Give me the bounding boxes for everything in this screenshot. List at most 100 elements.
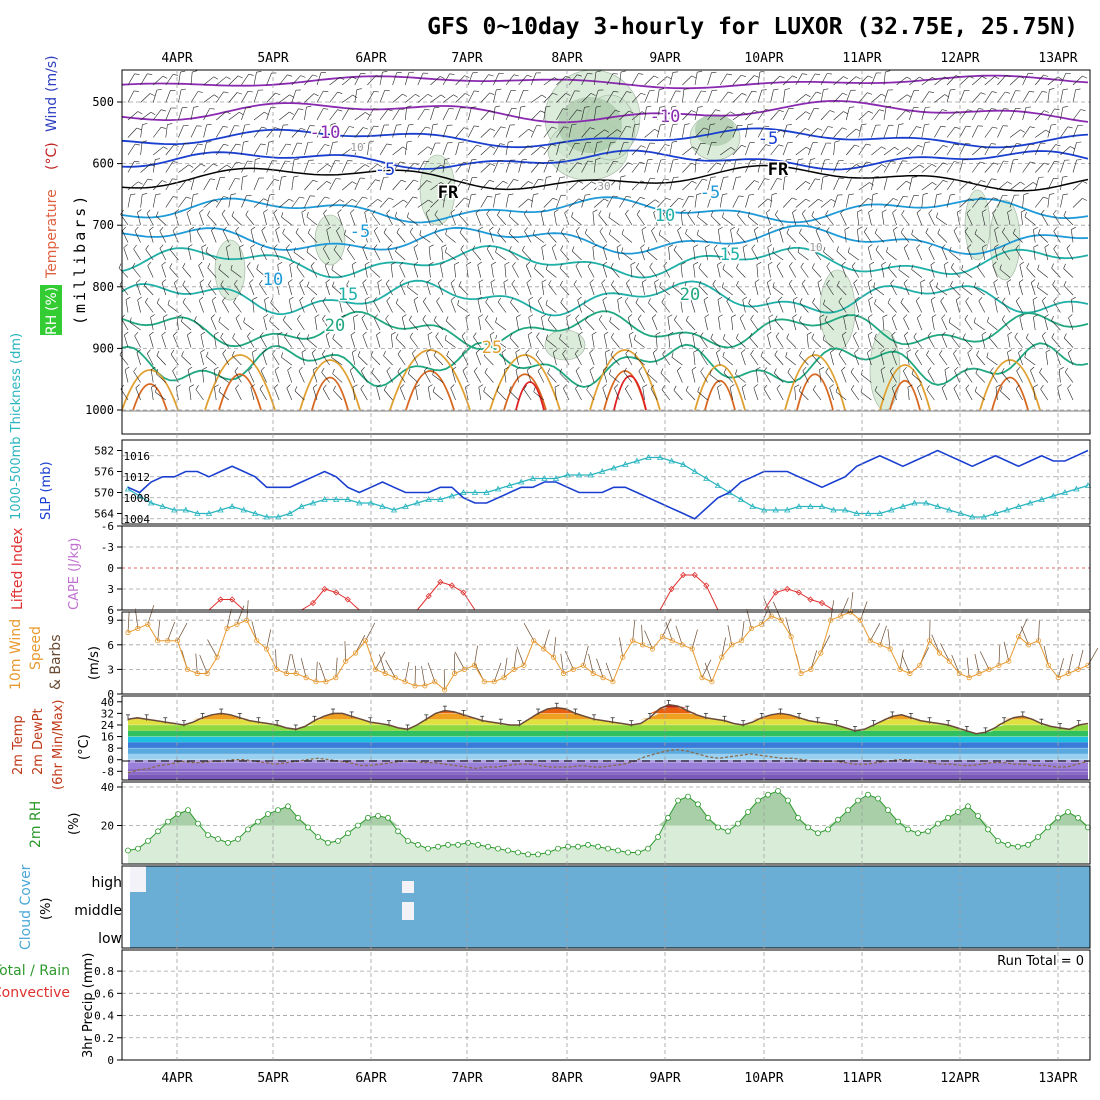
barb-shaft	[593, 142, 598, 156]
barb-flag	[954, 143, 960, 146]
barb-shaft	[235, 388, 242, 401]
barb-shaft	[304, 125, 310, 138]
barb-shaft	[822, 339, 834, 348]
barb-shaft	[275, 229, 280, 243]
thickness-marker	[633, 457, 641, 464]
barb-shaft	[964, 371, 973, 383]
barb-flag	[853, 279, 858, 284]
barb-shaft	[707, 124, 711, 138]
barb-shaft	[379, 125, 385, 138]
barb-flag	[298, 108, 304, 110]
barb-flag	[597, 141, 603, 143]
barb-flag	[907, 147, 912, 151]
barb-shaft	[634, 339, 645, 348]
barb-shaft	[556, 160, 561, 173]
thickness-marker	[344, 496, 351, 502]
barb-flag	[181, 351, 184, 357]
barb-flag	[723, 368, 727, 374]
barb-shaft	[161, 282, 167, 296]
barb-shaft	[911, 269, 922, 278]
barb-flag	[450, 209, 455, 214]
barb-shaft	[946, 194, 951, 208]
barb-flag	[364, 261, 370, 265]
contour-label-3: -5	[758, 129, 778, 149]
barb-flag	[218, 386, 221, 392]
barb-shaft	[739, 317, 746, 331]
barb-flag	[702, 178, 708, 181]
li-marker	[309, 599, 317, 607]
thickness-marker	[321, 496, 328, 502]
barb-flag	[134, 143, 140, 146]
barb-flag	[130, 193, 136, 195]
barb-shaft	[442, 125, 448, 138]
barb-shaft	[253, 72, 257, 86]
barb-shaft	[631, 73, 639, 86]
barb-shaft	[127, 143, 136, 156]
barb-shaft	[291, 196, 300, 208]
barb-flag	[172, 226, 177, 231]
thickness-marker	[714, 482, 722, 488]
temp-band-4	[128, 753, 1088, 760]
barb-shaft	[504, 264, 507, 278]
barb-shaft	[395, 251, 406, 261]
barb-shaft	[763, 388, 771, 401]
barb-shaft	[1022, 91, 1030, 103]
thickness-marker	[275, 513, 282, 520]
barb-shaft	[808, 159, 811, 173]
barb-flag	[886, 247, 889, 252]
wind10m-marker	[798, 670, 804, 677]
barb-flag	[837, 280, 840, 286]
barb-flag	[182, 280, 186, 286]
contour-5	[121, 196, 1089, 224]
barb-flag	[673, 159, 679, 161]
barb-flag	[232, 350, 235, 356]
barb-shaft	[404, 179, 414, 191]
barb-flag	[214, 384, 219, 388]
barb-flag	[722, 264, 725, 270]
barb-flag	[332, 281, 335, 287]
barb-shaft	[203, 124, 207, 138]
barb-shaft	[140, 142, 143, 156]
barb-flag	[243, 140, 249, 143]
barb-shaft	[660, 372, 671, 383]
temp-band-7	[128, 736, 1088, 743]
barb-shaft	[198, 265, 204, 278]
barb-shaft	[1053, 231, 1061, 243]
thickness-marker	[703, 475, 710, 481]
barb-shaft	[222, 353, 230, 366]
barb-flag	[1082, 180, 1088, 184]
barb-shaft	[228, 125, 235, 138]
barb-flag	[396, 227, 400, 233]
thickness-marker	[888, 506, 895, 513]
wind10m-marker	[333, 674, 339, 681]
rh2m-marker	[995, 838, 1001, 844]
wind10m-barb	[553, 637, 557, 658]
barb-shaft	[530, 179, 539, 191]
barb-shaft	[707, 72, 712, 86]
barb-shaft	[395, 302, 406, 313]
barb-shaft	[1072, 109, 1081, 121]
barb-shaft	[848, 252, 859, 261]
barb-flag	[805, 181, 811, 184]
rh2m-label: 2m RH	[28, 801, 44, 848]
barb-flag	[225, 111, 231, 115]
barb-shaft	[291, 159, 295, 173]
barb-flag	[300, 75, 306, 78]
barb-shaft	[133, 248, 141, 261]
wind-tick-3: 3	[107, 663, 114, 676]
barb-flag	[361, 367, 365, 372]
barb-shaft	[619, 110, 630, 121]
barb-flag	[634, 334, 636, 340]
barb-shaft	[661, 389, 671, 401]
barb-flag	[609, 229, 612, 235]
rh2m-marker	[135, 845, 141, 852]
barb-flag	[584, 106, 590, 108]
barb-shaft	[984, 178, 992, 191]
barb-shaft	[825, 214, 834, 226]
barb-shaft	[637, 318, 645, 331]
barb-shaft	[362, 282, 368, 296]
barb-shaft	[682, 110, 692, 121]
barb-flag	[457, 300, 460, 306]
barb-flag	[953, 161, 959, 163]
barb-shaft	[656, 159, 661, 173]
